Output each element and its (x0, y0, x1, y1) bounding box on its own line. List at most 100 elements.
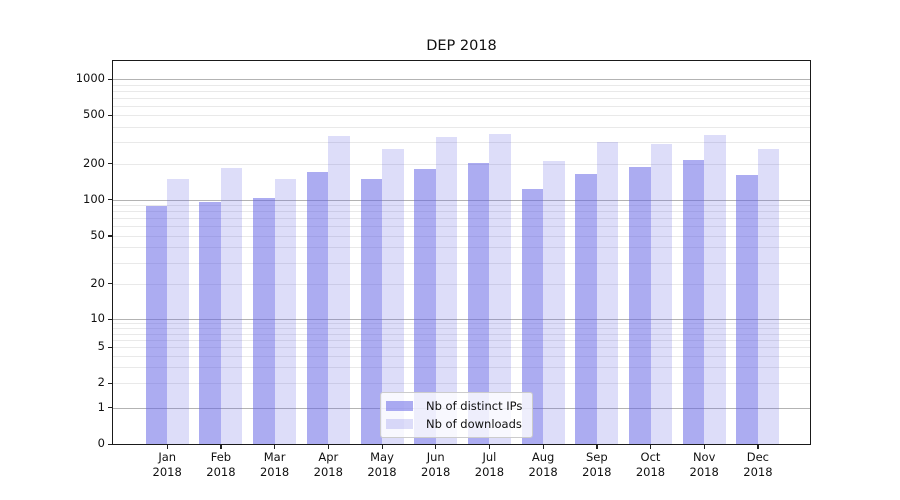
y-axis-tick (108, 407, 112, 409)
x-label-year: 2018 (259, 465, 290, 479)
gridline-minor (113, 262, 810, 264)
gridline-major (113, 319, 810, 320)
bar-may-downloads (382, 149, 404, 444)
y-axis-tick-label: 1 (97, 399, 105, 414)
x-label-year: 2018 (367, 465, 397, 479)
x-axis-tick-label-dec: Dec 2018 (731, 450, 785, 480)
x-label-month: Mar (263, 450, 286, 464)
y-axis-tick-label: 5 (97, 339, 105, 354)
gridline-major (113, 199, 810, 201)
y-axis-tick (108, 318, 112, 320)
x-label-month: Oct (640, 450, 661, 464)
x-label-month: May (370, 450, 394, 464)
bar-feb-downloads (220, 167, 243, 444)
chart-title: DEP 2018 (426, 38, 497, 54)
x-label-year: 2018 (313, 465, 343, 479)
bar-oct-downloads (650, 144, 672, 444)
gridline-minor (113, 283, 810, 285)
x-label-month: Apr (318, 450, 339, 464)
gridline-minor (113, 333, 810, 335)
x-axis-tick-label-aug: Aug 2018 (516, 450, 570, 480)
legend-label-downloads: Nb of downloads (426, 417, 522, 431)
gridline-minor (113, 355, 810, 357)
bar-mar-distinct-ips (253, 198, 275, 444)
y-axis-tick (108, 443, 112, 445)
gridline-minor (113, 84, 810, 86)
gridline-minor (113, 328, 810, 330)
bar-jun-downloads (435, 137, 458, 444)
legend-entry-distinct-ips: Nb of distinct IPs (386, 399, 522, 413)
bar-jul-distinct-ips (467, 162, 490, 444)
gridline-minor (113, 347, 810, 349)
y-axis-tick (108, 78, 112, 81)
gridline-minor (113, 127, 810, 129)
x-label-year: 2018 (528, 465, 558, 479)
plot-area (113, 61, 810, 444)
bar-jul-downloads (489, 133, 511, 444)
bar-mar-downloads (274, 179, 297, 444)
x-label-year: 2018 (689, 465, 719, 479)
y-axis-tick-label: 20 (90, 275, 105, 290)
gridline-minor (113, 115, 810, 117)
gridline-minor (113, 205, 810, 207)
x-axis-tick-label-jun: Jun 2018 (409, 450, 463, 480)
gridline-minor (113, 323, 810, 325)
gridline-minor (113, 97, 810, 99)
x-axis-tick (488, 445, 491, 449)
x-axis-tick (327, 445, 330, 449)
bar-jun-distinct-ips (414, 168, 436, 444)
y-axis-tick-label: 2 (97, 375, 105, 389)
gridline-minor (113, 90, 810, 92)
x-label-month: Aug (531, 450, 555, 464)
bar-dec-downloads (757, 149, 780, 444)
x-label-year: 2018 (582, 465, 612, 479)
bar-nov-downloads (704, 134, 726, 444)
x-label-month: Jun (426, 450, 445, 464)
x-label-year: 2018 (152, 465, 182, 479)
x-axis-tick-label-feb: Feb 2018 (194, 450, 248, 480)
y-axis-tick-label: 0 (97, 436, 105, 450)
x-label-year: 2018 (743, 465, 773, 479)
bar-dec-distinct-ips (736, 175, 758, 444)
y-axis-tick (108, 114, 112, 117)
y-axis-tick (108, 346, 112, 349)
gridline-minor (113, 163, 810, 165)
gridline-minor (113, 211, 810, 213)
x-label-month: Dec (746, 450, 770, 464)
bar-nov-distinct-ips (682, 160, 705, 444)
y-axis-tick-label: 50 (90, 227, 105, 242)
x-axis-tick-label-jul: Jul 2018 (462, 450, 516, 480)
x-label-month: Jul (482, 450, 497, 464)
bar-sep-downloads (596, 141, 619, 444)
x-axis-tick (650, 445, 652, 449)
gridline-major (113, 79, 810, 81)
y-axis-tick (108, 283, 112, 285)
x-axis-tick (596, 445, 598, 449)
gridline-minor (113, 339, 810, 341)
gridline-minor (113, 218, 810, 220)
legend-entry-downloads: Nb of downloads (386, 417, 522, 431)
x-axis-tick (274, 445, 276, 449)
x-label-year: 2018 (421, 465, 451, 479)
y-axis-tick-label: 500 (83, 107, 105, 122)
y-axis-tick-label: 1000 (75, 71, 105, 86)
gridline-minor (113, 235, 810, 237)
x-label-year: 2018 (474, 465, 505, 479)
legend: Nb of distinct IPs Nb of downloads (380, 392, 534, 438)
x-label-year: 2018 (206, 465, 236, 479)
x-label-year: 2018 (635, 465, 666, 479)
legend-swatch-distinct-ips (386, 401, 413, 411)
y-axis-tick (108, 235, 112, 237)
y-axis-tick (108, 382, 112, 384)
x-axis-tick-label-oct: Oct 2018 (624, 450, 678, 480)
bar-feb-distinct-ips (199, 202, 221, 444)
x-axis-tick-label-mar: Mar 2018 (248, 450, 302, 480)
bar-jan-distinct-ips (145, 205, 168, 444)
bar-oct-distinct-ips (629, 167, 651, 444)
x-axis-tick (757, 445, 759, 449)
bar-sep-distinct-ips (575, 174, 597, 444)
x-axis-tick (381, 445, 383, 449)
x-label-month: Nov (692, 450, 716, 464)
gridline-minor (113, 367, 810, 369)
bar-jan-downloads (167, 178, 189, 444)
